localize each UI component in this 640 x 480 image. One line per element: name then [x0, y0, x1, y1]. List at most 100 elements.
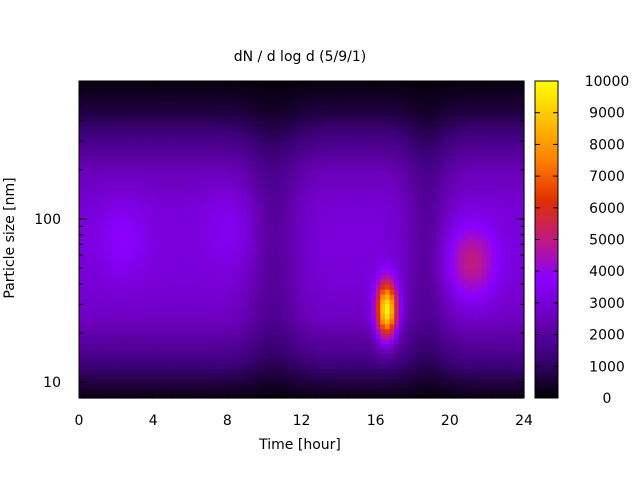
heatmap-cell [255, 269, 261, 275]
heatmap-cell [171, 180, 177, 186]
heatmap-cell [250, 279, 256, 285]
heatmap-cell [514, 244, 520, 250]
heatmap-cell [301, 298, 307, 305]
heatmap-cell [333, 249, 340, 255]
heatmap-cell [394, 239, 400, 246]
heatmap-cell [167, 289, 173, 295]
heatmap-cell [125, 269, 131, 275]
heatmap-cell [408, 328, 414, 335]
heatmap-cell [459, 155, 465, 161]
heatmap-cell [227, 189, 233, 196]
heatmap-cell [422, 353, 428, 359]
heatmap-cell [143, 219, 150, 226]
heatmap-cell [227, 234, 233, 241]
heatmap-cell [148, 165, 154, 171]
heatmap-cell [361, 313, 367, 320]
heatmap-cell [380, 204, 386, 211]
heatmap-cell [106, 160, 113, 166]
heatmap-cell [440, 214, 446, 221]
heatmap-cell [380, 264, 386, 270]
heatmap-cell [514, 393, 520, 399]
heatmap-cell [116, 239, 122, 246]
heatmap-cell [171, 343, 177, 350]
heatmap-cell [259, 199, 266, 206]
heatmap-cell [106, 155, 113, 161]
heatmap-cell [129, 180, 136, 186]
heatmap-cell [282, 289, 289, 295]
heatmap-cell [111, 199, 117, 206]
heatmap-cell [218, 318, 224, 325]
heatmap-cell [102, 259, 108, 265]
heatmap-cell [194, 353, 201, 359]
heatmap-cell [408, 318, 414, 325]
heatmap-cell [185, 274, 191, 280]
heatmap-cell [106, 170, 113, 176]
heatmap-cell [496, 214, 502, 221]
heatmap-cell [278, 338, 284, 345]
heatmap-cell [269, 393, 275, 399]
heatmap-cell [459, 175, 465, 181]
heatmap-cell [417, 239, 423, 246]
heatmap-cell [454, 293, 460, 300]
heatmap-cell [264, 274, 270, 280]
heatmap-cell [491, 318, 497, 325]
heatmap-cell [366, 155, 372, 161]
heatmap-cell [292, 189, 298, 196]
heatmap-cell [500, 368, 507, 374]
heatmap-cell [241, 155, 247, 161]
heatmap-cell [208, 353, 215, 359]
heatmap-cell [120, 194, 126, 201]
heatmap-cell [222, 279, 228, 285]
heatmap-cell [477, 348, 483, 355]
heatmap-cell [194, 259, 201, 265]
heatmap-cell [143, 358, 150, 364]
heatmap-cell [125, 199, 131, 206]
heatmap-cell [333, 214, 340, 221]
heatmap-cell [204, 313, 210, 320]
heatmap-cell [129, 303, 136, 310]
heatmap-cell [120, 338, 126, 345]
heatmap-cell [269, 308, 275, 315]
heatmap-cell [176, 224, 182, 231]
heatmap-cell [329, 323, 335, 330]
heatmap-cell [204, 333, 210, 340]
heatmap-cell [514, 279, 520, 285]
heatmap-cell [245, 219, 252, 226]
heatmap-cell [445, 239, 451, 246]
heatmap-cell [292, 145, 298, 151]
heatmap-cell [264, 204, 270, 211]
heatmap-cell [505, 259, 511, 265]
heatmap-cell [79, 175, 85, 181]
heatmap-cell [287, 244, 293, 250]
heatmap-cell [357, 363, 363, 369]
heatmap-cell [422, 393, 428, 399]
heatmap-cell [199, 333, 205, 340]
heatmap-cell [185, 145, 191, 151]
heatmap-cell [389, 393, 395, 399]
heatmap-cell [167, 303, 173, 310]
heatmap-cell [408, 199, 414, 206]
heatmap-cell [116, 388, 122, 394]
heatmap-cell [310, 145, 317, 151]
heatmap-cell [153, 378, 159, 384]
heatmap-cell [361, 293, 367, 300]
heatmap-cell [445, 209, 451, 216]
heatmap-cell [380, 313, 386, 320]
heatmap-cell [255, 328, 261, 335]
heatmap-cell [394, 333, 400, 340]
heatmap-cell [496, 358, 502, 364]
heatmap-cell [403, 160, 409, 166]
heatmap-cell [343, 180, 349, 186]
heatmap-cell [338, 175, 344, 181]
heatmap-cell [106, 338, 113, 345]
heatmap-cell [398, 155, 405, 161]
heatmap-cell [218, 358, 224, 364]
heatmap-cell [176, 353, 182, 359]
heatmap-cell [417, 293, 423, 300]
heatmap-cell [282, 303, 289, 310]
heatmap-cell [482, 368, 488, 374]
heatmap-cell [394, 229, 400, 236]
heatmap-cell [278, 224, 284, 231]
heatmap-cell [375, 378, 381, 384]
heatmap-cell [408, 150, 414, 156]
